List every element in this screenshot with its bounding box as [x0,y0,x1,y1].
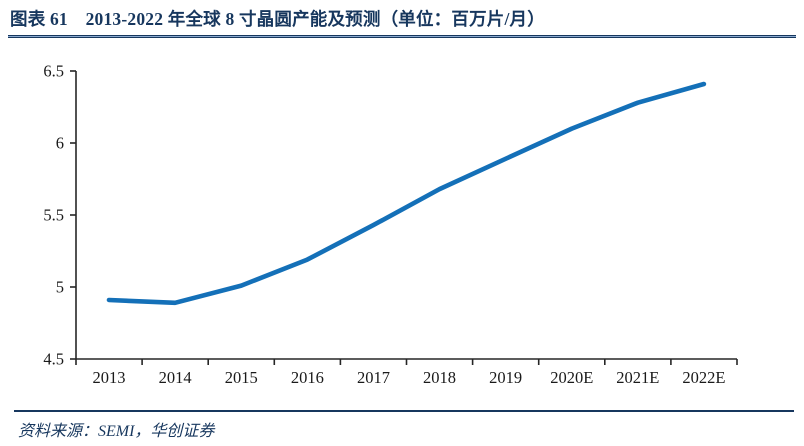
y-tick-label: 5 [56,278,64,297]
x-tick-label: 2013 [93,368,126,387]
x-tick-label: 2017 [357,368,390,387]
y-tick-labels: 4.5 5 5.5 6 6.5 [43,62,64,369]
x-tick-label: 2014 [159,368,192,387]
y-tick-label: 4.5 [43,350,64,369]
axes [70,70,738,365]
x-tick-label: 2015 [225,368,258,387]
x-tick-label: 2022E [682,368,725,387]
figure-title: 图表 61 2013-2022 年全球 8 寸晶圆产能及预测（单位：百万片/月） [10,9,545,29]
x-tick-label: 2016 [291,368,324,387]
x-tick-label: 2018 [423,368,456,387]
source-note: 资料来源：SEMI，华创证券 [18,423,215,440]
y-tick-label: 5.5 [43,206,64,225]
y-tick-label: 6 [56,134,64,153]
x-tick-label: 2021E [616,368,659,387]
x-tick-labels: 2013 2014 2015 2016 2017 2018 2019 2020E 2021E 20… [93,368,726,387]
x-tick-label: 2020E [550,368,593,387]
title-divider [8,35,796,38]
series-line [106,81,707,306]
footer-divider [14,410,794,412]
x-tick-label: 2019 [489,368,522,387]
y-tick-label: 6.5 [43,62,64,81]
